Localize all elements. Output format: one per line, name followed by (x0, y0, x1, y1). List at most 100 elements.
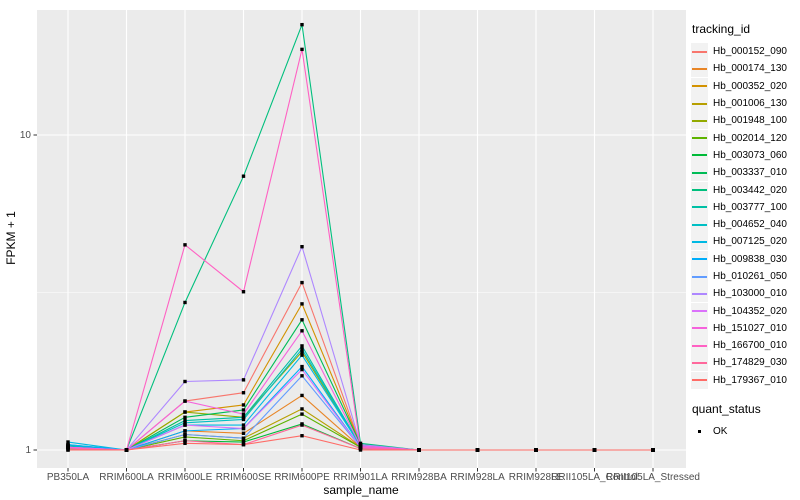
y-axis-title: FPKM + 1 (4, 211, 18, 265)
legend-item-Hb_003073_060: Hb_003073_060 (691, 146, 799, 164)
legend-key-swatch (691, 216, 708, 234)
y-tick-label: 10 (19, 129, 31, 141)
data-point (241, 426, 246, 431)
data-point (241, 408, 246, 412)
legend-item-label: Hb_174829_030 (713, 357, 787, 369)
legend-key-swatch (691, 268, 708, 285)
legend-item-Hb_104352_020: Hb_104352_020 (691, 302, 799, 320)
legend-item-Hb_001948_100: Hb_001948_100 (691, 112, 799, 130)
data-point (417, 448, 421, 452)
legend-line-icon (692, 85, 707, 88)
legend-item-Hb_103000_010: Hb_103000_010 (691, 285, 799, 303)
legend-key-swatch (691, 285, 708, 303)
legend-key-swatch (691, 95, 708, 113)
data-point (592, 448, 597, 452)
data-point (300, 412, 304, 416)
legend-item-Hb_166700_010: Hb_166700_010 (691, 337, 799, 355)
data-point (300, 374, 304, 378)
data-point (241, 403, 246, 407)
data-point (241, 436, 246, 440)
data-point (183, 441, 187, 446)
data-point (66, 442, 70, 447)
data-point (183, 300, 187, 305)
legend-key-swatch (691, 43, 708, 61)
data-point (66, 440, 70, 444)
legend-item-label: Hb_103000_010 (713, 288, 787, 300)
legend-line-icon (692, 379, 707, 382)
legend-item-Hb_009838_030: Hb_009838_030 (691, 250, 799, 268)
legend-key-swatch (691, 302, 708, 320)
legend-item-Hb_000352_020: Hb_000352_020 (691, 77, 799, 95)
x-tick-label: RRII105LA_Stressed (606, 472, 700, 483)
data-point (241, 423, 246, 427)
data-point (241, 415, 246, 420)
data-point (183, 415, 187, 420)
legend-key-swatch (691, 129, 708, 147)
legend-item-Hb_151027_010: Hb_151027_010 (691, 319, 799, 337)
legend-item-Hb_003777_100: Hb_003777_100 (691, 198, 799, 216)
data-point (183, 410, 187, 414)
data-point (183, 432, 187, 437)
legend-key-swatch (691, 60, 708, 78)
legend-item-label: Hb_179367_010 (713, 374, 787, 386)
legend-key-swatch (691, 250, 708, 268)
data-point (241, 391, 246, 395)
data-point (183, 439, 187, 443)
legend-point-icon (697, 429, 702, 434)
data-point (300, 280, 304, 285)
legend-item-label: Hb_000152_090 (713, 46, 787, 58)
data-point (183, 418, 187, 423)
data-point (300, 350, 304, 354)
x-tick-label: RRIM928LA (450, 472, 505, 483)
legend-key-swatch (691, 77, 708, 95)
data-point (300, 423, 304, 427)
data-point (300, 367, 304, 372)
legend-item-Hb_002014_120: Hb_002014_120 (691, 129, 799, 147)
data-point (300, 347, 304, 351)
data-point (183, 423, 187, 427)
legend-item-label: OK (713, 426, 728, 438)
x-tick-label: RRIM600LA (99, 472, 154, 483)
legend-line-icon (692, 258, 707, 261)
data-point (241, 440, 246, 444)
legend-key-swatch (691, 423, 708, 440)
legend-item-Hb_003337_010: Hb_003337_010 (691, 164, 799, 182)
legend-line-icon (692, 102, 707, 105)
x-tick-label: RRIM928BA (391, 472, 447, 483)
x-tick-label: PB350LA (46, 472, 90, 483)
x-tick-label: RRII105LA_Control (551, 472, 638, 483)
x-tick-label: RRIM600LE (157, 472, 213, 483)
legend-item-Hb_010261_050: Hb_010261_050 (691, 268, 799, 285)
x-tick-label: RRIM600SE (215, 472, 272, 483)
legend-item-Hb_007125_020: Hb_007125_020 (691, 233, 799, 251)
legend-key-swatch (691, 354, 708, 372)
legend-line-icon (692, 275, 707, 278)
legend-item-label: Hb_009838_030 (713, 253, 787, 265)
data-point (651, 448, 655, 452)
legend-item-Hb_001006_130: Hb_001006_130 (691, 95, 799, 113)
legend-item-Hb_003442_020: Hb_003442_020 (691, 181, 799, 199)
legend-item-Hb_179367_010: Hb_179367_010 (691, 371, 799, 389)
legend-item-Hb_174829_030: Hb_174829_030 (691, 354, 799, 372)
legend-item-label: Hb_007125_020 (713, 236, 787, 248)
legend-item-label: Hb_001006_130 (713, 98, 787, 110)
quant-status-items: OK (691, 423, 799, 440)
data-point (300, 22, 304, 27)
data-point (183, 243, 187, 247)
legend-line-icon (692, 361, 707, 364)
data-point (124, 448, 129, 452)
data-point (300, 344, 304, 348)
legend-key-swatch (691, 146, 708, 164)
legend-item-label: Hb_000352_020 (713, 80, 787, 92)
data-point (183, 435, 187, 439)
x-tick-label: RRIM901LA (333, 472, 388, 483)
legend-key-swatch (691, 164, 708, 182)
legend-line-icon (692, 344, 707, 347)
data-point (241, 290, 246, 294)
data-point (241, 431, 246, 435)
legend-line-icon (692, 189, 707, 192)
data-point (183, 399, 187, 403)
legend-item-label: Hb_003073_060 (713, 149, 787, 161)
